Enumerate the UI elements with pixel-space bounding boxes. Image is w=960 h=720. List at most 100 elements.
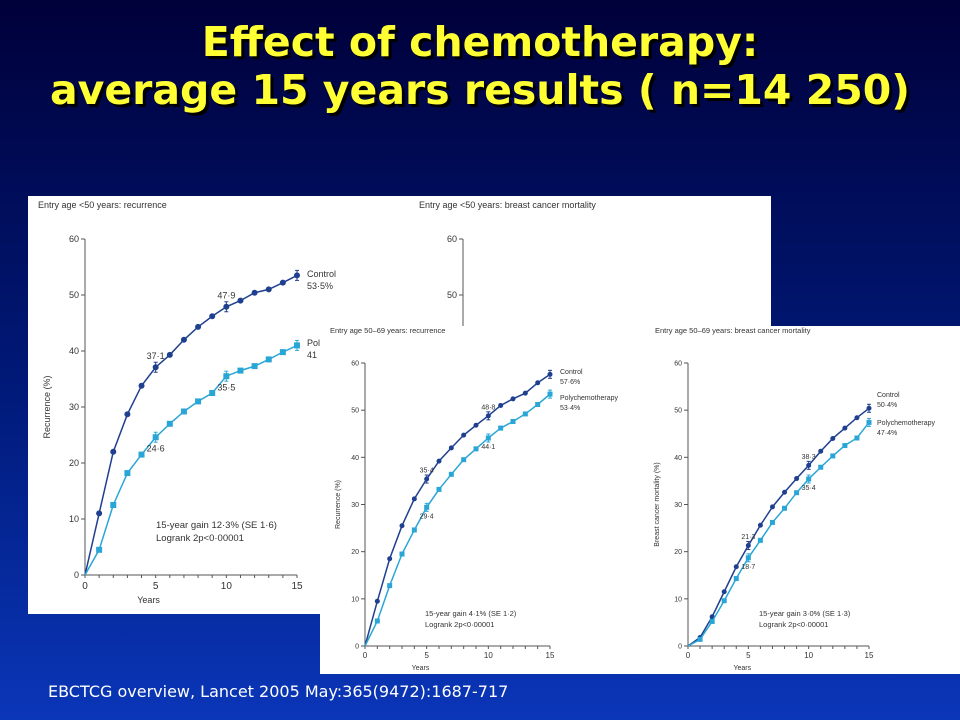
chart3-series-0-point (498, 402, 504, 408)
chart3-x-tick-label: 5 (424, 651, 429, 660)
chart3-series-0-point (461, 432, 467, 438)
chart1-series-0-name-label: Control (307, 269, 336, 279)
chart3-note: Logrank 2p<0·00001 (425, 620, 494, 629)
chart1-x-tick-label: 15 (291, 581, 303, 592)
chart3-x-tick-label: 10 (484, 651, 493, 660)
chart3-y-tick-label: 40 (351, 455, 359, 462)
chart3-title: Entry age 50–69 years: recurrence (330, 326, 445, 335)
chart1-y-tick-label: 0 (74, 570, 79, 580)
chart4-x-tick-label: 0 (686, 651, 691, 660)
chart3-series-0-point (448, 445, 454, 451)
chart1-series-1-point (265, 356, 272, 363)
chart4-series-1-point (854, 435, 860, 441)
chart1-y-tick-label: 40 (69, 346, 79, 356)
chart3-series-1-point (374, 618, 380, 624)
chart4-series-1-point (697, 636, 703, 642)
chart4-series-1-point (842, 443, 848, 449)
chart3-series-0-point (374, 598, 380, 604)
chart3-series-0-name-label: Control (560, 369, 583, 376)
chart1-series-1-point (110, 502, 117, 508)
chart1-series-1-point (180, 408, 187, 415)
chart1-series-0-point (195, 323, 202, 330)
chart4-data-label: 21·3 (741, 534, 755, 541)
title-line-1: Effect of chemotherapy: (201, 18, 759, 66)
chart4-x-tick-label: 15 (865, 651, 874, 660)
chart1-series-1-point (124, 470, 131, 477)
chart3-series-1-point (436, 486, 442, 492)
chart1-series-0-point (96, 510, 103, 517)
chart4-note: Logrank 2p<0·00001 (759, 620, 828, 629)
chart1-series-1-point (209, 390, 216, 396)
chart1-y-tick-label: 20 (69, 458, 79, 468)
chart3-series-1-point (522, 411, 528, 417)
chart1-series-0-point (110, 448, 117, 455)
chart4-series-1-point (721, 598, 727, 604)
chart1-data-label: 37·1 (147, 351, 165, 361)
chart3-series-1-point (535, 402, 541, 408)
chart3-series-0-point (510, 396, 516, 402)
chart1-series-0-point (265, 286, 272, 293)
chart3-data-label: 44·1 (481, 444, 495, 451)
chart1-series-1-point (251, 363, 258, 370)
chart3-y-tick-label: 20 (351, 549, 359, 556)
chart4-series-1-point (757, 537, 763, 543)
chart3-data-label: 29·4 (420, 514, 434, 521)
chart3-y-tick-label: 30 (351, 502, 359, 509)
chart4-series-0-point (769, 504, 775, 510)
chart3-y-axis-label: Recurrence (%) (335, 480, 342, 529)
chart1-series-0-line (84, 274, 298, 576)
chart-under-50: Entry age <50 years: recurrence 0 10 20 30 40… (38, 200, 596, 605)
chart1-series-1-point (195, 398, 202, 405)
chart3-y-tick-label: 60 (351, 360, 359, 367)
chart1-series-0-point (124, 411, 131, 418)
chart1-y-tick-label: 10 (69, 514, 79, 524)
chart4-series-1-point (769, 519, 775, 525)
chart1-x-tick-label: 0 (82, 581, 88, 592)
chart-panel-50-69-mortality: Entry age 50–69 years: breast cancer mor… (651, 326, 960, 674)
chart1-series-1-point (96, 546, 103, 553)
chart4-series-1-name-label: Polychemotherapy (877, 420, 935, 427)
title-line-2: average 15 years results ( n=14 250) (49, 66, 911, 114)
chart4-series-0-point (757, 522, 763, 528)
chart4-y-axis-label: Breast cancer mortality (%) (654, 462, 661, 546)
chart4-series-1-point (794, 490, 800, 496)
chart3-series-1-end-value-label: 53·4% (560, 405, 580, 412)
chart1-series-0-point (237, 297, 244, 304)
chart4-series-0-point (818, 448, 824, 454)
chart3-series-1-point (498, 425, 504, 431)
chart-panel-50-69-recurrence: Entry age 50–69 years: recurrence 0 10 20 30… (320, 326, 651, 674)
chart1-y-axis-label: Recurrence (%) (42, 375, 52, 438)
chart4-series-0-line (687, 407, 870, 647)
chart3-series-1-point (448, 471, 454, 477)
chart2-title: Entry age <50 years: breast cancer morta… (419, 200, 596, 210)
chart4-y-tick-label: 20 (674, 549, 682, 556)
chart3-x-axis-label: Years (412, 665, 430, 672)
chart3-series-0-point (522, 390, 528, 396)
chart1-series-0-point (279, 279, 286, 286)
chart1-series-1-line (84, 344, 298, 576)
chart4-series-1-point (709, 618, 715, 624)
chart1-data-label: 47·9 (217, 291, 235, 301)
chart4-series-1-point (830, 453, 836, 459)
chart3-series-1-point (411, 527, 417, 533)
chart3-x-tick-label: 15 (546, 651, 555, 660)
chart3-y-tick-label: 10 (351, 596, 359, 603)
chart3-series-1-line (364, 393, 551, 647)
chart4-data-label: 38·3 (802, 454, 816, 461)
chart3-series-0-line (364, 373, 551, 647)
chart1-y-tick-label: 30 (69, 402, 79, 412)
chart1-series-0-point (251, 289, 258, 296)
chart2-y-tick-label: 50 (447, 290, 457, 300)
chart3-x-tick-label: 0 (363, 651, 368, 660)
chart3-series-0-point (473, 422, 479, 428)
chart4-note: 15-year gain 3·0% (SE 1·3) (759, 609, 851, 618)
chart-50-69-recurrence: Entry age 50–69 years: recurrence 0 10 20 30… (330, 326, 618, 672)
chart4-series-1-point (782, 505, 788, 511)
chart3-series-0-point (411, 496, 417, 502)
chart3-series-1-point (473, 446, 479, 452)
chart4-y-tick-label: 0 (678, 643, 682, 650)
chart1-series-1-point (237, 367, 244, 374)
citation: EBCTCG overview, Lancet 2005 May:365(947… (48, 682, 509, 701)
chart4-series-0-name-label: Control (877, 392, 900, 399)
chart4-series-0-point (830, 435, 836, 441)
